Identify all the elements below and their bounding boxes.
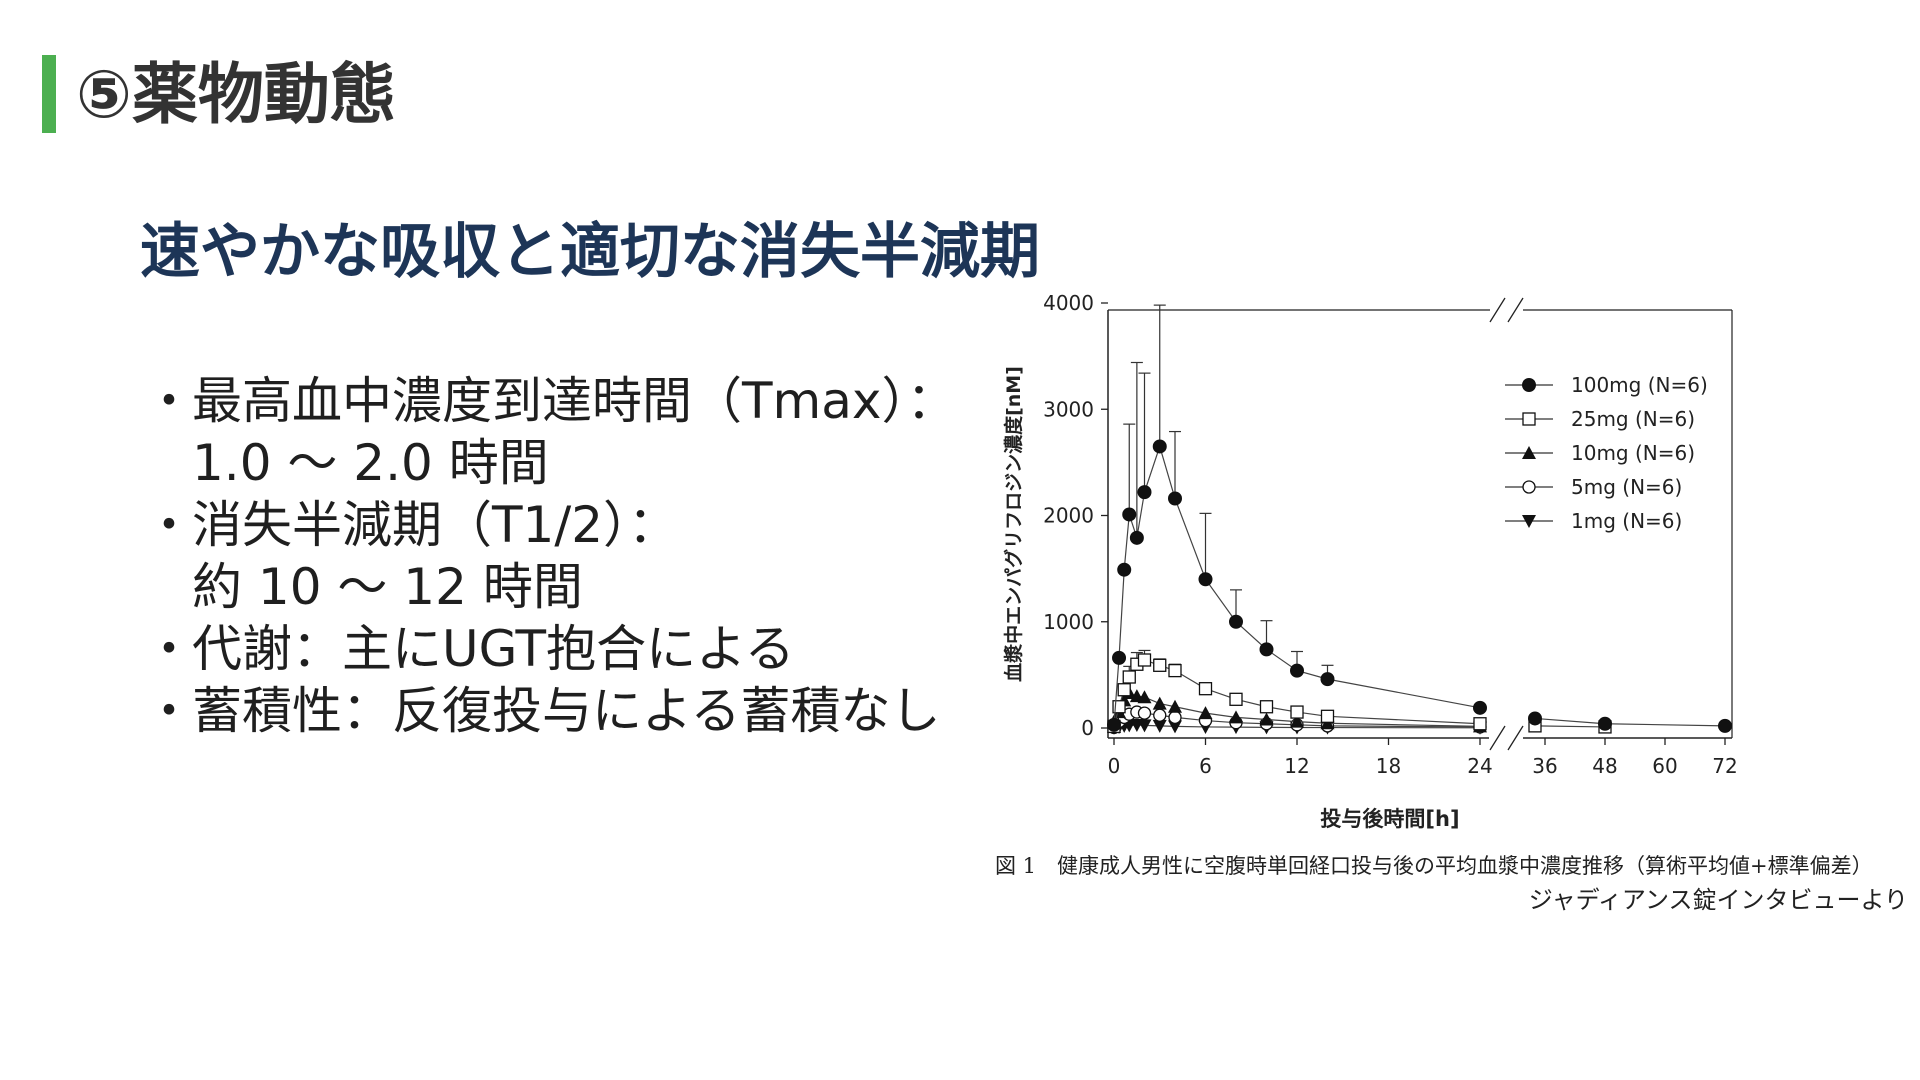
legend-label-3: 5mg (N=6) xyxy=(1571,475,1682,499)
legend-label-1: 25mg (N=6) xyxy=(1571,407,1695,431)
data-point-s0-0 xyxy=(1107,717,1121,732)
data-point-s0-13 xyxy=(1473,700,1487,715)
data-point-s0-11 xyxy=(1290,663,1304,678)
legend-marker-2 xyxy=(1522,446,1536,459)
bullet-half-life: 消失半減期（T1/2）： 約 10 ～ 12 時間 xyxy=(144,494,956,618)
series-line-1-b xyxy=(1534,725,1606,728)
bullet-tmax: 最高血中濃度到達時間（Tmax）： 1.0 ～ 2.0 時間 xyxy=(144,370,957,494)
concentration-chart-svg: 0 1000 2000 3000 4000 0 6 12 18 24 36 48 60 72 投与後時間[h… xyxy=(1002,291,1738,831)
data-point-s3-6 xyxy=(1153,708,1167,722)
y-tick-label-0: 0 xyxy=(1081,716,1094,740)
data-point-s0-12 xyxy=(1320,672,1335,687)
legend-marker-4 xyxy=(1522,515,1536,528)
data-point-s0-15 xyxy=(1598,716,1612,731)
data-point-s2-5 xyxy=(1137,690,1152,704)
data-point-s1-10 xyxy=(1259,700,1274,714)
data-point-s1-6 xyxy=(1153,658,1167,672)
bullet-metabolism-text: 代謝：主にUGT抱合による xyxy=(192,620,795,678)
data-point-s0-9 xyxy=(1229,614,1243,629)
x-axis-label: 投与後時間[h] xyxy=(1320,807,1459,831)
concentration-chart: 0 1000 2000 3000 4000 0 6 12 18 24 36 48 60 72 投与後時間[h… xyxy=(995,290,1740,835)
y-tick-label-3000: 3000 xyxy=(1043,397,1094,421)
bullet-half-life-label: 消失半減期（T1/2）： xyxy=(192,496,679,554)
data-point-s0-10 xyxy=(1259,642,1274,657)
legend-label-0: 100mg (N=6) xyxy=(1571,373,1708,397)
data-point-s0-14 xyxy=(1528,711,1542,726)
x-tick-label-36: 36 xyxy=(1532,754,1557,778)
title-accent-bar xyxy=(42,55,56,133)
data-point-s1-13 xyxy=(1473,717,1487,731)
data-point-s1-5 xyxy=(1137,653,1152,667)
data-point-s4-6 xyxy=(1152,719,1167,733)
data-point-s2-7 xyxy=(1168,699,1182,713)
data-point-s1-11 xyxy=(1290,705,1304,719)
data-point-s1-8 xyxy=(1198,682,1213,696)
data-point-s1-9 xyxy=(1229,692,1243,706)
x-tick-label-0: 0 xyxy=(1108,754,1121,778)
x-tick-label-60: 60 xyxy=(1652,754,1677,778)
bullet-metabolism: 代謝：主にUGT抱合による xyxy=(144,618,956,680)
legend-label-4: 1mg (N=6) xyxy=(1571,509,1682,533)
data-point-s0-16 xyxy=(1718,718,1732,733)
x-tick-label-18: 18 xyxy=(1376,754,1401,778)
figure-caption: 図 1 健康成人男性に空腹時単回経口投与後の平均血漿中濃度推移（算術平均値+標準… xyxy=(995,854,1873,878)
data-point-s0-6 xyxy=(1152,439,1167,454)
bullet-tmax-value: 1.0 ～ 2.0 時間 xyxy=(192,434,549,492)
x-tick-label-12: 12 xyxy=(1284,754,1309,778)
data-point-s2-11 xyxy=(1290,714,1304,728)
data-point-s0-3 xyxy=(1122,507,1137,522)
x-tick-label-72: 72 xyxy=(1712,754,1737,778)
data-point-s0-7 xyxy=(1168,491,1182,506)
data-point-s1-7 xyxy=(1168,663,1182,678)
page-title: ⑤薬物動態 xyxy=(76,56,396,133)
legend-marker-1 xyxy=(1522,412,1536,426)
data-point-s3-7 xyxy=(1168,710,1182,725)
y-tick-label-4000: 4000 xyxy=(1043,291,1094,315)
series-line-0-b xyxy=(1534,717,1726,727)
legend-label-2: 10mg (N=6) xyxy=(1571,441,1695,465)
data-point-s2-8 xyxy=(1198,706,1213,720)
data-point-s4-7 xyxy=(1168,720,1182,734)
x-tick-label-6: 6 xyxy=(1199,754,1212,778)
data-point-s2-9 xyxy=(1229,710,1243,724)
bullet-half-life-value: 約 10 ～ 12 時間 xyxy=(192,558,583,616)
top-axis-break-mark-1 xyxy=(1489,297,1506,323)
y-tick-label-2000: 2000 xyxy=(1043,504,1094,528)
data-point-s2-10 xyxy=(1259,712,1274,726)
bullet-accumulation: 蓄積性：反復投与による蓄積なし xyxy=(144,680,956,742)
data-point-s1-2 xyxy=(1117,683,1131,697)
bullet-list: 最高血中濃度到達時間（Tmax）： 1.0 ～ 2.0 時間 消失半減期（T1/… xyxy=(144,370,957,742)
data-point-s2-6 xyxy=(1152,696,1167,710)
data-point-s1-12 xyxy=(1320,709,1335,723)
bullet-accumulation-text: 蓄積性：反復投与による蓄積なし xyxy=(192,682,941,740)
x-axis-break-mark-1 xyxy=(1489,725,1506,751)
bullet-tmax-label: 最高血中濃度到達時間（Tmax）： xyxy=(192,372,957,430)
data-point-s0-2 xyxy=(1117,562,1132,577)
data-point-s0-5 xyxy=(1137,485,1152,500)
data-point-s1-3 xyxy=(1122,670,1136,684)
data-point-s0-8 xyxy=(1198,572,1213,587)
x-tick-label-48: 48 xyxy=(1592,754,1617,778)
y-tick-label-1000: 1000 xyxy=(1043,610,1094,634)
y-axis-label: 血漿中エンパグリフロジン濃度[nM] xyxy=(1002,366,1025,682)
slide-subtitle: 速やかな吸収と適切な消失半減期 xyxy=(140,217,1040,287)
x-tick-label-24: 24 xyxy=(1467,754,1492,778)
source-note: ジャディアンス錠インタビューより xyxy=(1528,886,1908,914)
data-point-s4-5 xyxy=(1137,719,1152,733)
data-point-s0-1 xyxy=(1112,650,1127,665)
data-point-s3-5 xyxy=(1137,706,1152,720)
top-axis-break-mark-2 xyxy=(1507,297,1524,323)
x-axis-break-mark-2 xyxy=(1507,725,1524,751)
series-line-0-a xyxy=(1113,444,1481,725)
data-point-s0-4 xyxy=(1129,530,1144,545)
legend-marker-3 xyxy=(1522,480,1536,494)
legend-marker-0 xyxy=(1522,378,1536,392)
